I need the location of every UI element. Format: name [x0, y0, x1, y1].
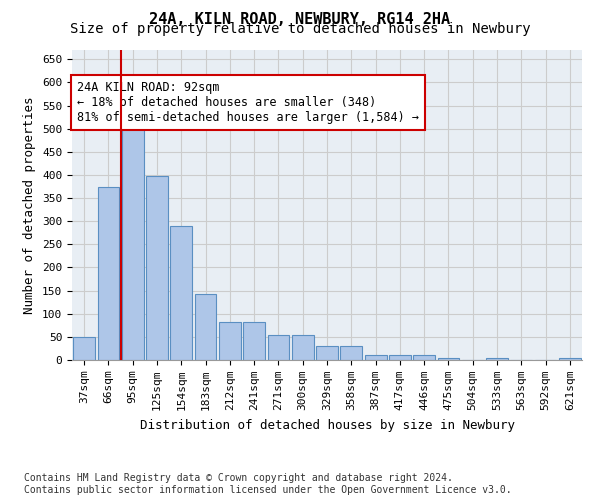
Bar [170, 226, 192, 360]
Bar [122, 124, 143, 360]
Y-axis label: Number of detached properties: Number of detached properties [23, 96, 37, 314]
Bar [268, 334, 289, 360]
Bar [365, 356, 386, 360]
Bar [316, 346, 338, 360]
Bar [219, 322, 241, 360]
Text: Contains HM Land Registry data © Crown copyright and database right 2024.
Contai: Contains HM Land Registry data © Crown c… [24, 474, 512, 495]
Text: 24A, KILN ROAD, NEWBURY, RG14 2HA: 24A, KILN ROAD, NEWBURY, RG14 2HA [149, 12, 451, 28]
Bar [340, 346, 362, 360]
Bar [389, 356, 411, 360]
Bar [73, 337, 95, 360]
Bar [146, 176, 168, 360]
Bar [559, 358, 581, 360]
Bar [437, 358, 460, 360]
Bar [243, 322, 265, 360]
Text: 24A KILN ROAD: 92sqm
← 18% of detached houses are smaller (348)
81% of semi-deta: 24A KILN ROAD: 92sqm ← 18% of detached h… [77, 81, 419, 124]
Bar [486, 358, 508, 360]
Bar [97, 188, 119, 360]
Text: Size of property relative to detached houses in Newbury: Size of property relative to detached ho… [70, 22, 530, 36]
Bar [292, 334, 314, 360]
X-axis label: Distribution of detached houses by size in Newbury: Distribution of detached houses by size … [139, 418, 515, 432]
Bar [194, 294, 217, 360]
Bar [413, 356, 435, 360]
